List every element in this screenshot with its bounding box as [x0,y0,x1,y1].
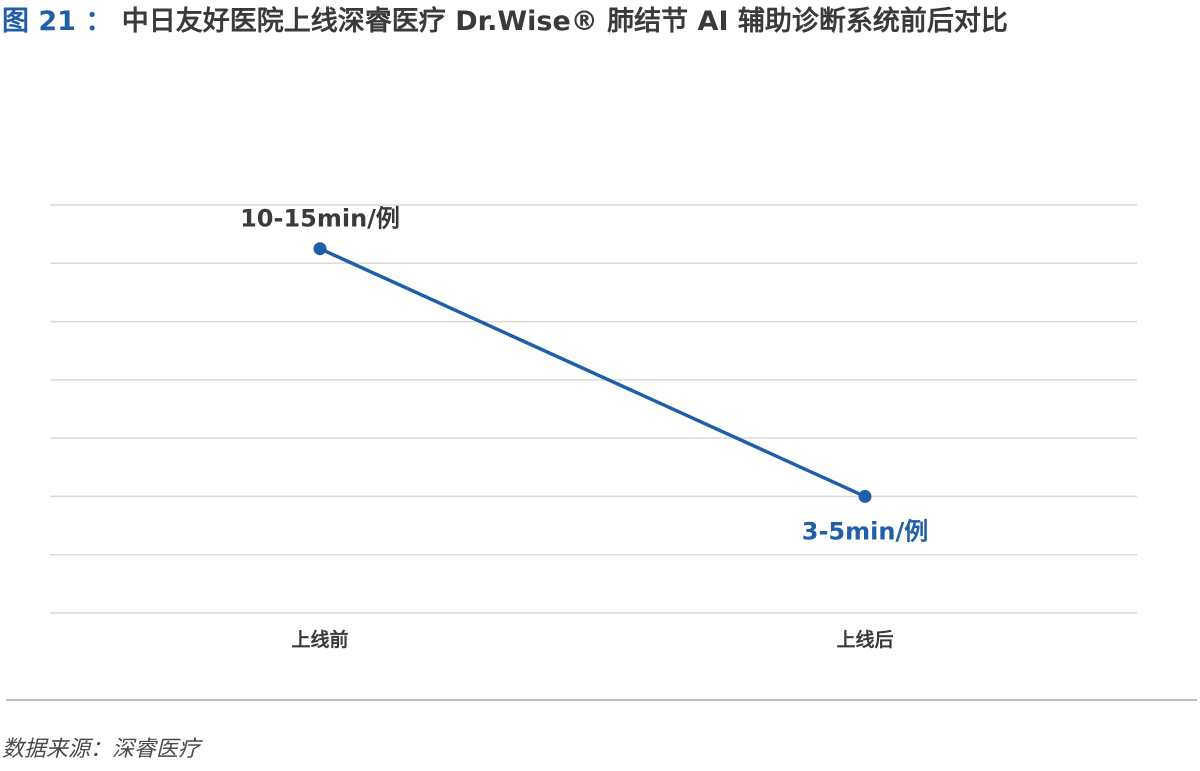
series-group [313,242,872,503]
x-tick-label: 上线后 [836,628,893,651]
data-labels: 10-15min/例 3-5min/例 [240,205,928,546]
series-line [318,246,867,499]
figure-number: 图 21 [2,6,76,37]
bottom-divider [6,699,1197,701]
data-label: 3-5min/例 [802,517,928,545]
title-separator: ： [85,6,113,37]
data-point [858,489,872,503]
data-label: 10-15min/例 [240,205,400,233]
gridlines [50,204,1137,614]
x-axis-ticks: 上线前 上线后 [291,628,893,651]
title-text: 中日友好医院上线深睿医疗 Dr.Wise® 肺结节 AI 辅助诊断系统前后对比 [121,6,1008,37]
chart-title: 图 21 ： 中日友好医院上线深睿医疗 Dr.Wise® 肺结节 AI 辅助诊断… [2,2,1008,42]
x-tick-label: 上线前 [291,628,348,651]
data-point [313,242,327,256]
source-note: 数据来源：深睿医疗 [2,737,201,762]
